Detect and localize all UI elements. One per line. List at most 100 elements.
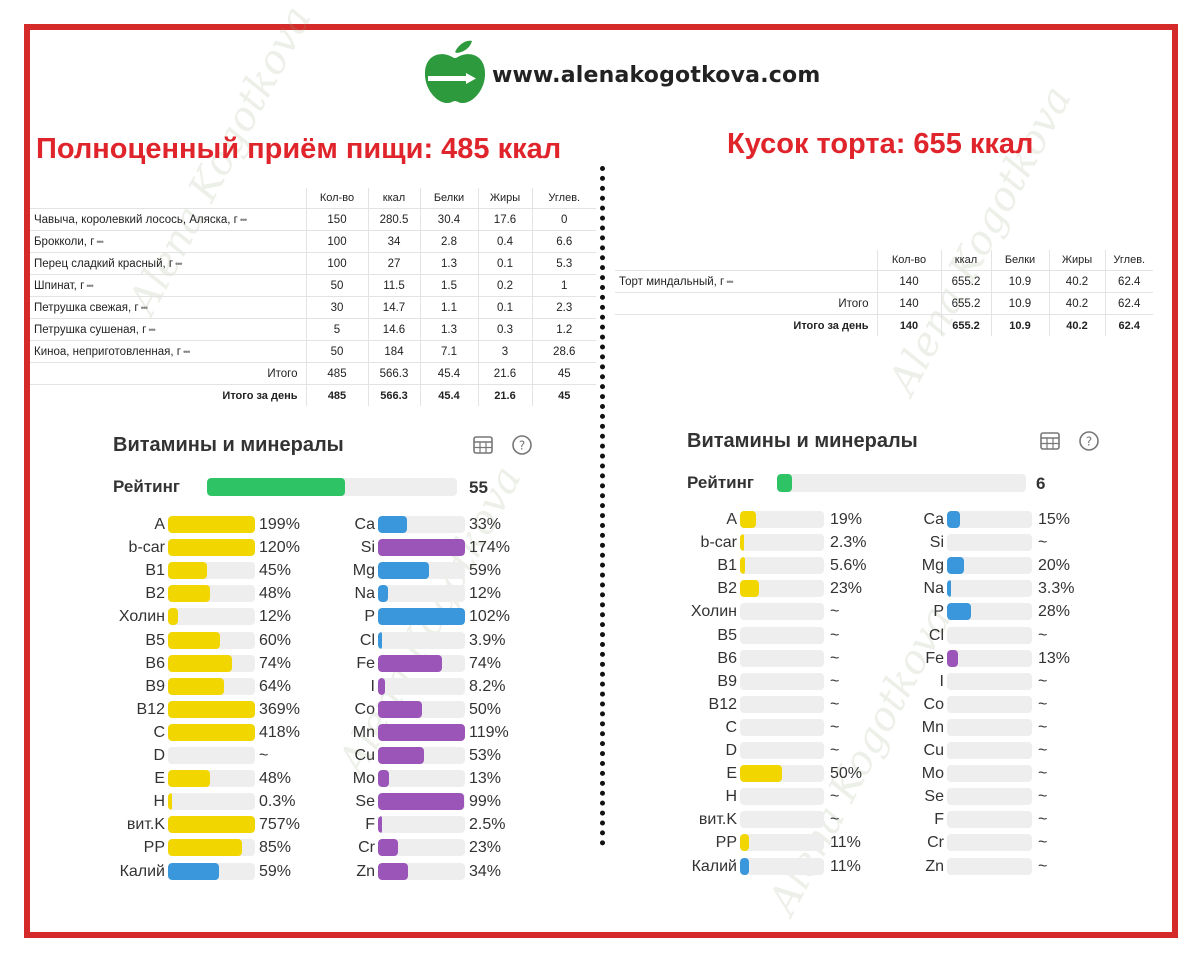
column-header: ккал — [367, 188, 420, 209]
nutrient-label: b-car — [700, 534, 737, 552]
nutrient-label: PP — [715, 834, 737, 852]
nutrient-percent: 418% — [259, 723, 300, 741]
table-cell: 5.3 — [531, 252, 596, 275]
nutrient-label: C — [725, 718, 737, 736]
table-row[interactable]: Торт миндальный, г ••• 140 655.2 10.9 40.2 62.… — [615, 270, 1153, 293]
nutrient-label: P — [933, 603, 944, 621]
nutrient-label: B5 — [717, 626, 737, 644]
totals-label: Итого — [30, 362, 306, 385]
more-options-icon[interactable]: ••• — [239, 214, 248, 225]
nutrient-bar — [168, 723, 255, 741]
table-cell: 7.1 — [419, 340, 478, 363]
table-view-icon[interactable] — [1039, 430, 1061, 452]
nutrient-percent: 23% — [469, 839, 502, 857]
nutrient-label: Fe — [356, 654, 375, 672]
nutrient-bar — [740, 603, 824, 621]
nutrient-label: Mo — [921, 765, 944, 783]
rating-bar — [777, 474, 1026, 492]
nutrient-bar-fill — [947, 557, 964, 575]
site-url[interactable]: www.alenakogotkova.com — [492, 62, 821, 88]
food-name: Перец сладкий красный, г — [34, 257, 174, 270]
more-options-icon[interactable]: ••• — [86, 280, 94, 291]
table-row[interactable]: Петрушка сушеная, г ••• 5 14.6 1.3 0.3 1.2 — [30, 318, 596, 341]
nutrient-percent: 50% — [830, 765, 863, 783]
vitamins-title: Витамины и минералы — [687, 430, 918, 452]
more-options-icon[interactable]: ••• — [140, 302, 149, 313]
nutrient-percent: 174% — [469, 539, 510, 557]
site-logo[interactable]: www.alenakogotkova.com — [420, 40, 820, 110]
totals-label: Итого за день — [30, 384, 306, 406]
table-row[interactable]: Шпинат, г ••• 50 11.5 1.5 0.2 1 — [30, 274, 596, 297]
nutrient-percent: 53% — [469, 747, 502, 764]
more-options-icon[interactable]: ••• — [148, 324, 156, 335]
nutrient-label: B12 — [136, 700, 165, 718]
table-row[interactable]: Перец сладкий красный, г ••• 100 27 1.3 0.1 5.… — [30, 252, 596, 275]
table-row[interactable]: Петрушка свежая, г ••• 30 14.7 1.1 0.1 2.3 — [30, 296, 596, 319]
table-cell: 11.5 — [367, 274, 420, 297]
nutrient-bar — [168, 862, 255, 880]
nutrient-percent: 199% — [259, 516, 300, 533]
nutrient-bar-fill — [168, 654, 233, 672]
nutrient-bar-fill — [378, 747, 425, 764]
help-icon[interactable]: ? — [511, 434, 533, 456]
more-options-icon[interactable]: ••• — [96, 236, 104, 247]
column-header: Кол-во — [876, 250, 941, 271]
table-cell: 655.2 — [940, 314, 991, 336]
nutrient-label: B5 — [145, 631, 165, 649]
nutrient-bar — [947, 672, 1032, 690]
table-cell: 10.9 — [990, 270, 1049, 293]
nutrient-label: Холин — [690, 603, 737, 621]
nutrient-percent: 28% — [1038, 603, 1071, 621]
table-cell: 655.2 — [940, 292, 991, 315]
nutrient-label: вит.K — [698, 811, 737, 829]
nutrient-percent: 3.9% — [469, 631, 506, 649]
nutrient-bar-fill — [378, 516, 407, 533]
nutrient-label: Холин — [118, 608, 165, 626]
svg-text:?: ? — [1086, 435, 1092, 449]
rating-label: Рейтинг — [113, 477, 180, 496]
table-row[interactable]: Брокколи, г ••• 100 34 2.8 0.4 6.6 — [30, 230, 596, 253]
table-row[interactable]: Чавыча, королевкий лосось, Аляска, г ••• 1… — [30, 208, 596, 231]
nutrient-bar — [740, 649, 824, 667]
more-options-icon[interactable]: ••• — [175, 258, 183, 269]
nutrient-percent: 85% — [259, 839, 292, 857]
nutrient-bar-fill — [168, 608, 179, 626]
left-food-table: Кол-во ккал Белки Жиры Углев. Чавыча, короле… — [30, 188, 596, 406]
more-options-icon[interactable]: ••• — [726, 276, 734, 287]
nutrient-percent: 34% — [469, 862, 502, 880]
help-icon[interactable]: ? — [1078, 430, 1100, 452]
table-cell: 34 — [367, 230, 420, 253]
table-view-icon[interactable] — [472, 434, 494, 456]
nutrient-bar — [168, 654, 255, 672]
totals-label: Итого — [615, 292, 877, 315]
nutrient-percent: 20% — [1038, 557, 1071, 575]
nutrient-bar — [168, 700, 255, 718]
left-title: Полноценный приём пищи: 485 ккал — [36, 133, 562, 165]
nutrient-bar-fill — [378, 608, 465, 626]
nutrient-label: Mg — [921, 557, 944, 575]
table-row[interactable]: Киноа, неприготовленная, г ••• 50 184 7.1 3 28… — [30, 340, 596, 363]
table-cell: 0 — [531, 208, 596, 231]
nutrient-label: Na — [354, 585, 375, 603]
more-options-icon[interactable]: ••• — [182, 346, 191, 357]
food-name: Петрушка сушеная, г — [34, 323, 147, 336]
nutrient-percent: ~ — [1038, 765, 1048, 783]
table-cell: 5 — [305, 318, 368, 341]
table-cell: 100 — [305, 252, 368, 275]
nutrient-bar — [947, 742, 1032, 759]
nutrient-bar — [740, 534, 824, 552]
nutrient-label: P — [364, 608, 375, 626]
table-cell: 485 — [305, 384, 368, 406]
table-cell: 3 — [477, 340, 532, 363]
nutrient-percent: 757% — [259, 816, 300, 834]
nutrient-percent: 19% — [830, 511, 863, 528]
nutrient-percent: ~ — [1038, 534, 1048, 552]
nutrient-percent: 3.3% — [1038, 580, 1075, 598]
nutrient-bar — [947, 765, 1032, 783]
nutrient-label: Co — [923, 695, 944, 713]
nutrient-bar — [740, 718, 824, 736]
nutrient-percent: 60% — [259, 631, 292, 649]
table-cell: 1 — [531, 274, 596, 297]
nutrient-label: Si — [360, 539, 375, 557]
table-cell: 28.6 — [531, 340, 596, 363]
